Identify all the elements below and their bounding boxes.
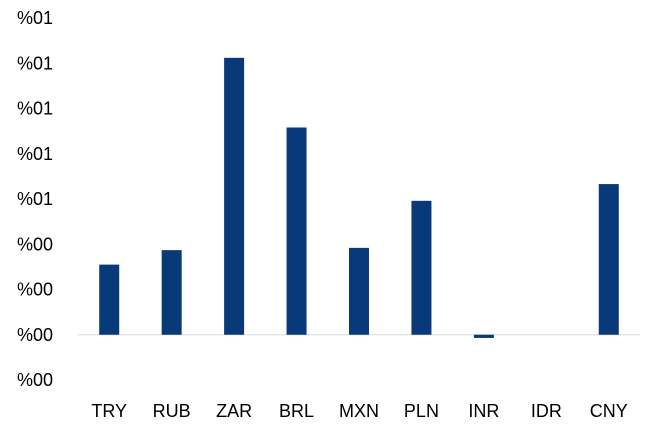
- x-tick-label-try: TRY: [91, 401, 127, 421]
- y-tick-label: %00: [17, 280, 53, 300]
- bar-inr: [473, 334, 494, 338]
- y-tick-label: %01: [17, 8, 53, 28]
- y-tick-label: %01: [17, 189, 53, 209]
- bar-cny: [598, 184, 619, 335]
- x-axis-tick-labels: TRY RUB ZAR BRL MXN PLN INR IDR CNY: [91, 401, 627, 421]
- x-tick-label-cny: CNY: [590, 401, 628, 421]
- x-tick-label-pln: PLN: [404, 401, 439, 421]
- y-tick-label: %01: [17, 144, 53, 164]
- x-tick-label-brl: BRL: [279, 401, 314, 421]
- bars: [99, 57, 619, 338]
- y-tick-label: %00: [17, 234, 53, 254]
- y-tick-label: %01: [17, 53, 53, 73]
- x-tick-label-inr: INR: [468, 401, 499, 421]
- y-tick-label: %01: [17, 99, 53, 119]
- x-tick-label-idr: IDR: [531, 401, 562, 421]
- y-tick-label: %00: [17, 370, 53, 390]
- y-tick-label: %00: [17, 325, 53, 345]
- bar-pln: [411, 200, 432, 335]
- y-axis-tick-labels: %01 %01 %01 %01 %01 %00 %00 %00 %00: [17, 8, 53, 390]
- bar-mxn: [349, 247, 369, 335]
- bar-try: [99, 264, 120, 335]
- bar-rub: [161, 250, 182, 335]
- bar-brl: [286, 127, 307, 335]
- bar-zar: [224, 57, 245, 335]
- x-tick-label-rub: RUB: [153, 401, 191, 421]
- x-tick-label-zar: ZAR: [216, 401, 252, 421]
- x-tick-label-mxn: MXN: [339, 401, 379, 421]
